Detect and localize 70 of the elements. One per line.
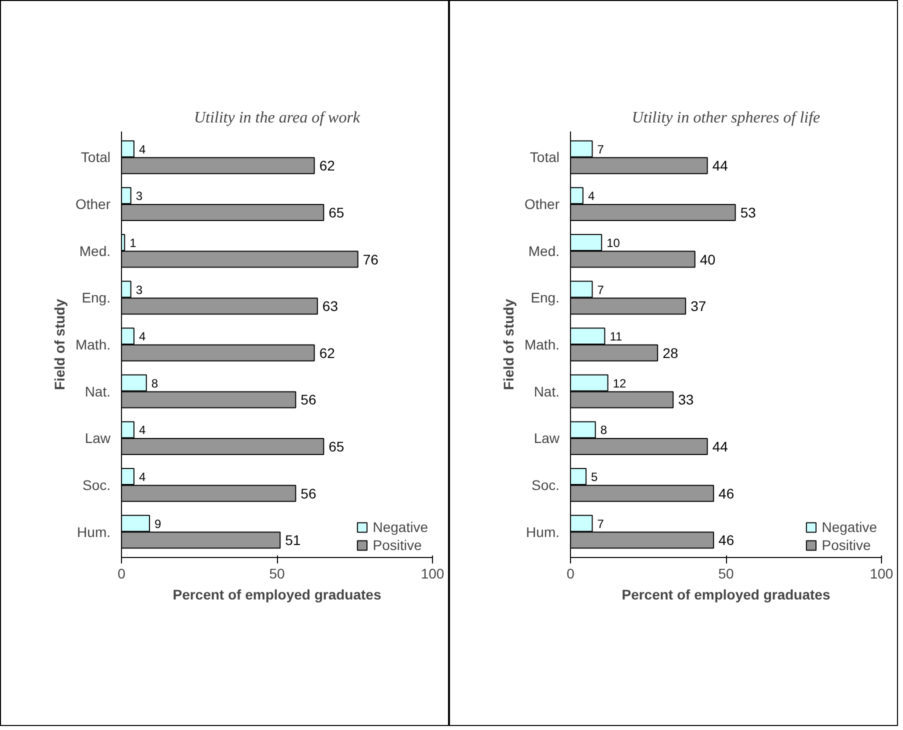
y-tick-label: Law <box>84 430 112 446</box>
data-label: 1 <box>130 236 137 250</box>
data-label: 33 <box>678 392 694 408</box>
y-tick-label: Eng. <box>82 290 111 306</box>
data-label: 3 <box>136 189 143 204</box>
legend-label: Negative <box>372 519 428 535</box>
data-label: 4 <box>138 330 146 344</box>
data-label: 63 <box>322 298 338 314</box>
x-tick-label: 100 <box>870 566 894 582</box>
y-axis-title: Field of study <box>51 298 68 390</box>
data-label: 7 <box>597 282 604 297</box>
y-tick-label: Nat. <box>534 383 560 400</box>
data-label: 11 <box>610 330 622 344</box>
data-label: 46 <box>718 532 734 548</box>
data-label: 8 <box>151 376 158 390</box>
data-label: 62 <box>319 158 336 174</box>
y-tick-label: Other <box>524 196 560 212</box>
y-tick-label: Hum. <box>77 524 111 540</box>
chart-title: Utility in the area of work <box>194 110 361 126</box>
data-label: 76 <box>362 251 379 268</box>
data-label: 28 <box>662 344 678 361</box>
y-tick-label: Total <box>80 149 111 166</box>
data-label: 3 <box>136 282 143 297</box>
data-label: 4 <box>138 470 146 484</box>
data-label: 7 <box>597 142 604 156</box>
data-label: 7 <box>597 516 604 531</box>
data-label: 56 <box>300 392 316 408</box>
x-axis-title: Percent of employed graduates <box>172 586 382 602</box>
data-label: 10 <box>606 236 620 250</box>
legend-label: Positive <box>372 537 422 553</box>
data-label: 5 <box>591 470 598 484</box>
data-label: 51 <box>285 532 301 548</box>
y-tick-label: Law <box>534 430 560 446</box>
y-tick-label: Total <box>530 149 560 166</box>
data-label: 44 <box>712 438 728 455</box>
data-label: 8 <box>600 423 608 438</box>
data-label: 62 <box>319 344 336 361</box>
y-tick-label: Soc. <box>531 476 560 493</box>
data-label: 44 <box>712 158 728 174</box>
data-label: 53 <box>740 204 756 220</box>
data-label: 40 <box>700 251 716 268</box>
data-label: 12 <box>612 376 626 390</box>
data-label: 37 <box>690 298 706 314</box>
data-label: 56 <box>300 485 316 502</box>
legend-label: Negative <box>822 519 877 535</box>
x-tick-label: 0 <box>566 566 575 582</box>
x-tick-label: 50 <box>718 566 734 582</box>
x-tick-label: 0 <box>118 566 126 582</box>
y-tick-label: Math. <box>75 336 110 352</box>
chart-title: Utility in other spheres of life <box>632 110 820 126</box>
data-label: 65 <box>328 204 344 220</box>
data-label: 65 <box>328 438 344 455</box>
y-tick-label: Other <box>75 196 111 212</box>
y-tick-label: Hum. <box>526 524 560 540</box>
data-label: 4 <box>588 189 595 204</box>
data-label: 4 <box>138 423 146 438</box>
x-tick-label: 50 <box>269 566 285 582</box>
y-tick-label: Med. <box>528 242 560 259</box>
legend-label: Positive <box>822 537 871 553</box>
data-label: 9 <box>154 516 162 531</box>
data-label: 46 <box>718 485 734 502</box>
y-tick-label: Soc. <box>82 476 110 493</box>
data-label: 4 <box>138 142 146 156</box>
y-tick-label: Eng. <box>530 290 560 306</box>
y-axis-title: Field of study <box>500 298 516 390</box>
y-tick-label: Med. <box>79 242 110 259</box>
x-axis-title: Percent of employed graduates <box>622 586 830 602</box>
y-tick-label: Math. <box>524 336 560 352</box>
x-tick-label: 100 <box>420 566 444 582</box>
y-tick-label: Nat. <box>84 383 111 400</box>
